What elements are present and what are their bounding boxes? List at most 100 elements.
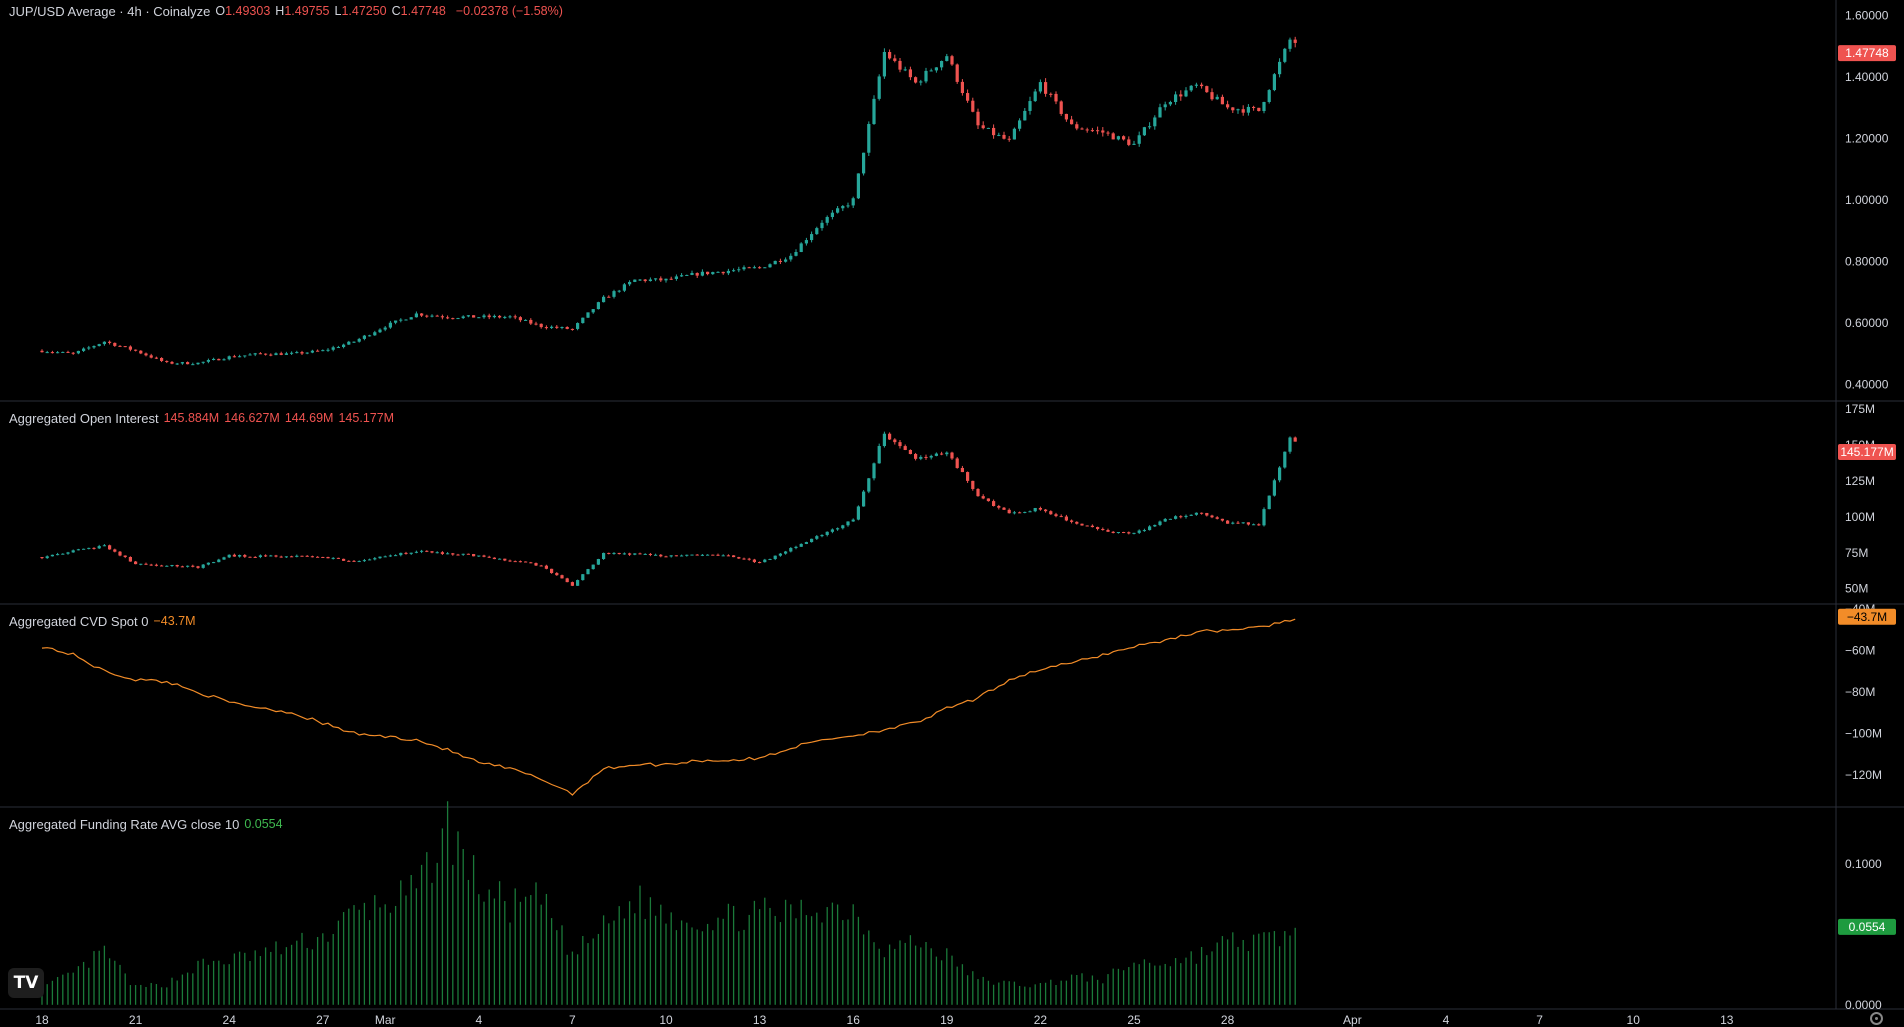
candle [778,553,782,556]
candle [456,554,460,556]
time-axis-label: 28 [1221,1013,1235,1027]
candle [227,554,231,558]
candle [373,558,377,560]
funding-value: 0.0554 [244,817,283,831]
candle [586,312,590,318]
candle [1241,522,1245,524]
candle [789,548,793,552]
candle [648,553,652,555]
candle [1194,84,1198,86]
oi-axis-label: 125M [1845,474,1875,488]
candle [92,346,96,348]
candle [940,61,944,68]
candle [810,538,814,543]
candle [466,315,470,317]
candle [1278,61,1282,75]
candle [336,557,340,559]
candle [576,580,580,586]
candle [1283,48,1287,62]
candle [971,100,975,112]
candle [1111,133,1115,140]
candle [1252,106,1256,108]
candle [862,152,866,174]
candle [1293,437,1297,442]
candle [773,555,777,560]
candle [368,335,372,337]
candle [836,528,840,530]
candle [971,480,975,489]
time-axis-label: 21 [129,1013,143,1027]
candle [399,319,403,321]
candle [560,575,564,579]
candle [591,564,595,570]
candle [97,546,101,549]
candle [815,536,819,539]
candle [570,328,574,330]
candle [940,453,944,455]
candle [45,556,49,559]
candle [888,51,892,59]
candle [461,316,465,319]
candle [1194,512,1198,515]
candle [825,531,829,535]
candle [742,267,746,270]
candle [1272,74,1276,91]
candle [378,329,382,333]
candle [1148,526,1152,531]
candle [1241,109,1245,113]
candle [212,358,216,361]
candle [903,69,907,71]
candle [1142,530,1146,532]
time-axis-label: 18 [35,1013,49,1027]
candle [997,506,1001,508]
candle [1283,451,1287,468]
candle [758,267,762,269]
candle [274,353,278,356]
candle [1189,85,1193,91]
candle [40,350,44,353]
candle [394,555,398,557]
ohlc-l: L1.47250 [334,4,387,18]
candle [981,496,985,499]
candle [1085,129,1089,131]
candle [737,557,741,559]
candle [1236,522,1240,524]
candle [872,463,876,479]
candle [581,317,585,324]
candle [1127,139,1131,145]
oi-value-low: 144.69M [284,411,334,425]
candle [1075,521,1079,524]
candle [352,341,356,343]
candle [482,315,486,318]
oi-value-high: 146.627M [224,411,280,425]
candle [378,556,382,559]
candle [1220,96,1224,105]
candle [794,546,798,549]
oi-badge-bg [1838,443,1896,460]
candle [446,317,450,319]
candle [768,559,772,561]
candle [373,332,377,336]
candle [1179,94,1183,97]
candle [154,564,158,566]
cvd-badge: −43.7M [1847,610,1887,624]
candle [586,569,590,575]
candle [1106,132,1110,134]
candle [534,563,538,566]
candle [732,555,736,558]
oi-value-close: 145.177M [338,411,395,425]
candle [71,352,75,354]
gear-icon[interactable] [1870,1012,1883,1025]
candle [1184,515,1188,517]
candle [622,553,626,555]
candle [321,350,325,352]
candle [768,264,772,268]
ohlc-values: O1.49303 H1.49755 L1.47250 C1.47748 [215,4,451,19]
candle [680,275,684,277]
tradingview-logo-icon[interactable]: TV [8,968,44,998]
candle [66,351,70,353]
candle [435,315,439,317]
candle [664,278,668,281]
candle [695,554,699,556]
